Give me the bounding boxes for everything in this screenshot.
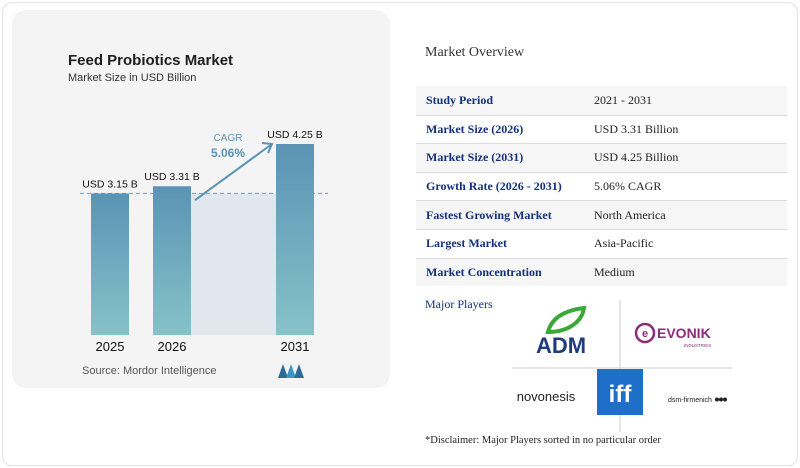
iff-logo: iff [597,369,643,415]
major-players-label: Major Players [425,297,493,311]
svg-text:dsm-firmenich: dsm-firmenich [668,397,712,404]
x-tick-label: 2026 [158,339,187,354]
chart-subtitle: Market Size in USD Billion [68,72,197,84]
projection-area [191,193,276,335]
svg-text:EVONIK: EVONIK [657,325,711,341]
chart-title: Feed Probiotics Market [68,52,234,69]
row-label: Largest Market [426,236,507,251]
row-label: Growth Rate (2026 - 2031) [426,179,562,194]
x-tick-label: 2031 [281,339,310,354]
svg-text:e: e [642,328,648,340]
row-value: USD 3.31 Billion [594,121,679,136]
overview-title: Market Overview [425,45,525,60]
row-value: North America [594,207,666,222]
bar-2026 [153,186,191,335]
cagr-value: 5.06% [211,146,245,160]
x-tick-label: 2025 [96,339,125,354]
row-value: Asia-Pacific [594,236,654,251]
disclaimer: *Disclaimer: Major Players sorted in no … [425,435,661,446]
svg-text:INDUSTRIES: INDUSTRIES [684,343,711,348]
evonik-logo: e EVONIK INDUSTRIES [634,322,711,348]
table-row: Growth Rate (2026 - 2031) 5.06% CAGR [416,171,787,201]
bar-value-label: USD 4.25 B [267,129,322,141]
table-row: Market Concentration Medium [416,257,787,287]
table-row: Study Period 2021 - 2031 [416,86,787,115]
row-value: 2021 - 2031 [594,92,652,107]
adm-logo: ADM [536,305,587,358]
row-label: Market Size (2031) [426,150,524,165]
novonesis-logo: novonesis [517,389,576,404]
overview-table: Study Period 2021 - 2031 Market Size (20… [416,86,787,287]
dsm-firmenich-logo: dsm-firmenich [668,397,727,404]
table-row: Market Size (2031) USD 4.25 Billion [416,143,787,172]
mordor-logo-icon [278,364,304,378]
row-value: Medium [594,264,635,279]
row-label: Fastest Growing Market [426,207,552,222]
table-row: Fastest Growing Market North America [416,200,787,229]
row-label: Market Size (2026) [426,121,524,136]
cagr-arrow-head [261,142,274,154]
row-value: 5.06% CAGR [594,179,662,194]
bar-chart: USD 3.15 B USD 3.31 B USD 4.25 B 2025 2026 2… [80,129,328,354]
bar-value-label: USD 3.15 B [82,178,137,190]
row-label: Study Period [426,92,494,107]
svg-text:iff: iff [609,381,633,408]
bar-2031 [276,144,314,335]
source-text: Source: Mordor Intelligence [82,365,217,377]
svg-text:ADM: ADM [536,333,586,358]
row-label: Market Concentration [426,264,542,279]
bar-2025 [91,193,129,335]
table-row: Market Size (2026) USD 3.31 Billion [416,114,787,144]
cagr-label: CAGR [214,133,243,144]
row-value: USD 4.25 Billion [594,150,679,165]
table-row: Largest Market Asia-Pacific [416,228,787,258]
bar-value-label: USD 3.31 B [144,171,199,183]
cagr-arrow [194,143,273,202]
